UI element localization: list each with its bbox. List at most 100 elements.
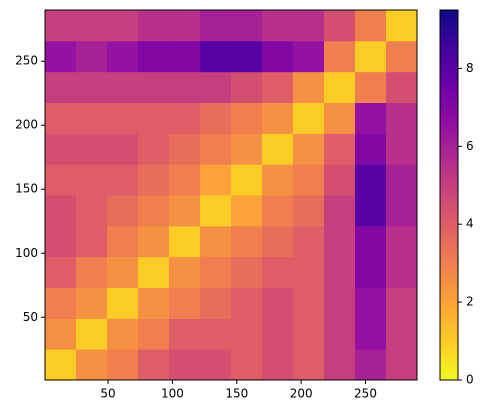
x-tick-label: 100 xyxy=(161,387,184,401)
heatmap-cell xyxy=(386,133,418,165)
colorbar-tick-label: 8 xyxy=(466,61,474,75)
heatmap-cell xyxy=(324,40,356,73)
heatmap-cell xyxy=(200,71,232,103)
heatmap-cell xyxy=(386,40,418,73)
heatmap-cell xyxy=(45,71,77,103)
heatmap-cell xyxy=(293,164,325,196)
heatmap-cell xyxy=(293,287,325,319)
colorbar-tick-label: 4 xyxy=(466,217,474,231)
heatmap-cell xyxy=(355,256,387,288)
heatmap-cell xyxy=(231,287,263,319)
heatmap-cell xyxy=(76,71,108,103)
heatmap-cell xyxy=(169,102,201,134)
heatmap-cell xyxy=(200,349,232,381)
heatmap-cell xyxy=(386,10,418,42)
y-tick-label: 150 xyxy=(15,182,38,196)
heatmap-cell xyxy=(45,40,77,73)
heatmap-cell xyxy=(262,318,294,350)
heatmap-cell xyxy=(138,71,170,103)
heatmap-cell xyxy=(200,225,232,258)
heatmap-cell xyxy=(76,318,108,350)
heatmap-cell xyxy=(45,287,77,319)
heatmap-cell xyxy=(45,10,77,42)
x-tick-label: 200 xyxy=(290,387,313,401)
heatmap-cell xyxy=(200,256,232,288)
heatmap-cell xyxy=(107,195,139,227)
heatmap-cell xyxy=(324,225,356,258)
heatmap-cell xyxy=(107,40,139,73)
heatmap-cell xyxy=(76,133,108,165)
heatmap-cell xyxy=(76,195,108,227)
heatmap-cell xyxy=(262,40,294,73)
heatmap-cell xyxy=(45,318,77,350)
heatmap-cell xyxy=(76,40,108,73)
heatmap-cell xyxy=(386,287,418,319)
heatmap-cell xyxy=(355,133,387,165)
y-tick-label: 200 xyxy=(15,118,38,132)
heatmap-cell xyxy=(76,256,108,288)
x-tick-label: 250 xyxy=(354,387,377,401)
heatmap-cell xyxy=(200,195,232,227)
heatmap-cell xyxy=(262,71,294,103)
heatmap-cell xyxy=(169,40,201,73)
heatmap-cell xyxy=(386,164,418,196)
heatmap-cell xyxy=(107,10,139,42)
heatmap-cell xyxy=(107,102,139,134)
heatmap-cell xyxy=(169,256,201,288)
heatmap-cell xyxy=(324,102,356,134)
heatmap-cell xyxy=(355,349,387,381)
heatmap-cell xyxy=(231,71,263,103)
heatmap-cell xyxy=(386,71,418,103)
heatmap-cell xyxy=(45,256,77,288)
x-tick-label: 50 xyxy=(100,387,115,401)
heatmap-cell xyxy=(324,71,356,103)
heatmap-cell xyxy=(386,102,418,134)
heatmap-cell xyxy=(76,102,108,134)
heatmap-cell xyxy=(107,256,139,288)
heatmap-cell xyxy=(107,225,139,258)
heatmap-cell xyxy=(231,195,263,227)
heatmap-cell xyxy=(324,349,356,381)
heatmap-cell xyxy=(355,10,387,42)
heatmap-cell xyxy=(169,349,201,381)
heatmap-cell xyxy=(231,102,263,134)
heatmap-cell xyxy=(355,164,387,196)
heatmap-cell xyxy=(200,164,232,196)
heatmap-cell xyxy=(231,40,263,73)
heatmap-cell xyxy=(231,164,263,196)
heatmap-cell xyxy=(293,349,325,381)
heatmap-cell xyxy=(355,71,387,103)
heatmap-cell xyxy=(262,10,294,42)
colorbar xyxy=(439,9,459,381)
heatmap-cell xyxy=(231,256,263,288)
heatmap-cell xyxy=(200,102,232,134)
colorbar-tick-label: 2 xyxy=(466,295,474,309)
heatmap-cell xyxy=(76,287,108,319)
heatmap-cell xyxy=(386,318,418,350)
heatmap-cell xyxy=(169,10,201,42)
heatmap-cell xyxy=(169,318,201,350)
heatmap-cell xyxy=(262,287,294,319)
heatmap-cell xyxy=(293,318,325,350)
heatmap-cell xyxy=(138,349,170,381)
heatmap-cell xyxy=(107,133,139,165)
heatmap-cell xyxy=(386,349,418,381)
heatmap-cell xyxy=(138,133,170,165)
heatmap-cell xyxy=(324,164,356,196)
heatmap-cell xyxy=(262,164,294,196)
heatmap-cell xyxy=(138,225,170,258)
heatmap-cell xyxy=(107,349,139,381)
heatmap-cell xyxy=(386,225,418,258)
heatmap-cell xyxy=(138,164,170,196)
plot-frame xyxy=(44,9,418,381)
heatmap-cell xyxy=(293,102,325,134)
heatmap-cell xyxy=(324,133,356,165)
heatmap-cell xyxy=(200,40,232,73)
heatmap-cell xyxy=(107,71,139,103)
heatmap-cell xyxy=(293,71,325,103)
heatmap-cell xyxy=(262,256,294,288)
heatmap-cell xyxy=(169,195,201,227)
heatmap-cell xyxy=(169,225,201,258)
heatmap-cell xyxy=(76,349,108,381)
